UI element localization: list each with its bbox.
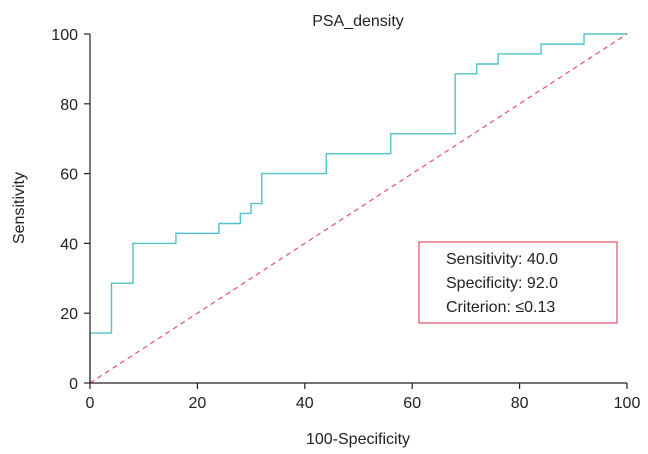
criterion-annotation: Sensitivity: 40.0 Specificity: 92.0 Crit… [418, 241, 618, 324]
y-tick-label: 80 [60, 97, 78, 114]
x-tick-label: 80 [511, 395, 529, 412]
plot-area [89, 33, 628, 384]
x-tick-label: 0 [86, 395, 95, 412]
y-axis-ticks: 0 20 40 60 80 100 [51, 27, 90, 393]
y-tick-label: 0 [69, 376, 78, 393]
x-axis-ticks: 0 20 40 60 80 100 [86, 383, 641, 412]
x-axis-title: 100-Specificity [306, 431, 410, 448]
y-axis-title: Sensitivity [11, 172, 28, 244]
x-tick-label: 40 [296, 395, 314, 412]
roc-curve-line [89, 33, 627, 383]
y-tick-label: 60 [60, 167, 78, 184]
x-tick-label: 100 [614, 395, 641, 412]
x-tick-label: 20 [189, 395, 207, 412]
chart-title: PSA_density [312, 13, 404, 30]
x-tick-label: 60 [403, 395, 421, 412]
reference-diagonal-line [89, 33, 628, 384]
annotation-specificity: Specificity: 92.0 [446, 275, 558, 292]
y-tick-label: 100 [51, 27, 78, 44]
annotation-box [418, 241, 618, 324]
annotation-sensitivity: Sensitivity: 40.0 [446, 251, 558, 268]
annotation-criterion: Criterion: ≤0.13 [446, 299, 555, 316]
y-tick-label: 40 [60, 236, 78, 253]
y-tick-label: 20 [60, 306, 78, 323]
